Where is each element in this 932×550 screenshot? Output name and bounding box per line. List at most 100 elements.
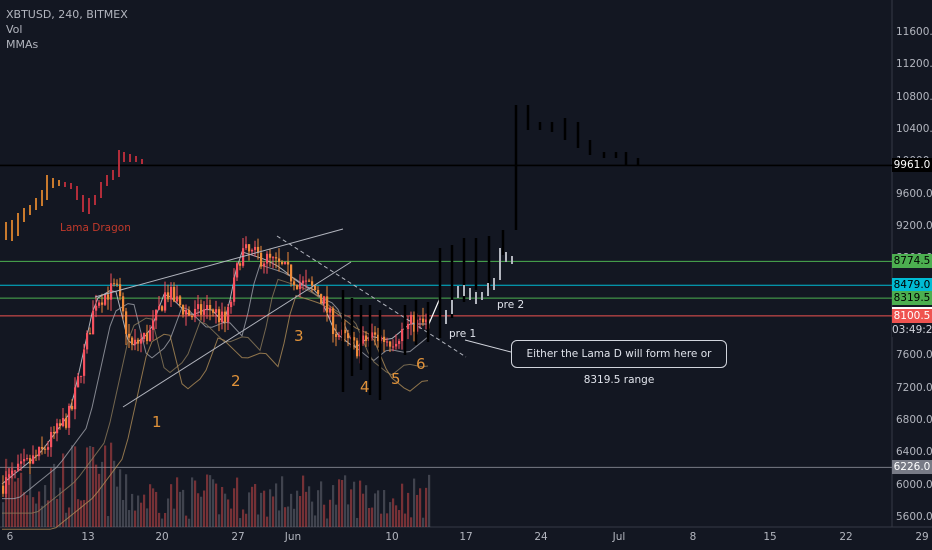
volume-bar bbox=[41, 505, 44, 527]
candle-body bbox=[218, 309, 221, 323]
volume-bar bbox=[35, 503, 38, 527]
candle-body bbox=[26, 458, 29, 460]
volume-bar bbox=[161, 518, 164, 527]
candle-body bbox=[269, 253, 272, 258]
candle-body bbox=[275, 257, 278, 259]
volume-bar bbox=[338, 479, 341, 527]
volume-bar bbox=[155, 491, 158, 527]
candle-body bbox=[53, 431, 56, 434]
volume-bar bbox=[17, 477, 20, 527]
volume-bar bbox=[347, 504, 350, 527]
callout-note[interactable]: Either the Lama D will form here or 8319… bbox=[511, 340, 727, 386]
volume-bar bbox=[332, 485, 335, 527]
candle-body bbox=[308, 280, 311, 282]
candle-body bbox=[422, 318, 425, 323]
volume-bar bbox=[353, 481, 356, 527]
candle-body bbox=[344, 329, 347, 334]
candle-body bbox=[260, 252, 263, 267]
volume-bar bbox=[26, 495, 29, 527]
volume-bar bbox=[320, 481, 323, 527]
candle-body bbox=[305, 280, 308, 282]
candle-body bbox=[14, 470, 17, 472]
volume-bar bbox=[143, 494, 146, 527]
volume-bar bbox=[269, 489, 272, 527]
volume-bar bbox=[131, 493, 134, 527]
volume-bar bbox=[86, 447, 89, 527]
candle-body bbox=[152, 320, 155, 330]
volume-bar bbox=[305, 491, 308, 527]
candle-body bbox=[263, 263, 266, 267]
volume-bar bbox=[197, 493, 200, 527]
volume-bar bbox=[32, 497, 35, 527]
volume-bar bbox=[227, 499, 230, 527]
volume-bar bbox=[185, 515, 188, 527]
volume-bar bbox=[380, 513, 383, 527]
volume-bar bbox=[14, 481, 17, 527]
candle-body bbox=[194, 308, 197, 318]
candle-body bbox=[173, 286, 176, 302]
y-tick-label: 10800.0 bbox=[896, 90, 932, 103]
volume-bar bbox=[182, 489, 185, 527]
candle-body bbox=[179, 296, 182, 306]
candle-body bbox=[158, 306, 161, 310]
candle-body bbox=[137, 339, 140, 344]
volume-bar bbox=[95, 464, 98, 527]
candle-body bbox=[146, 332, 149, 342]
x-tick-label: 8 bbox=[689, 531, 697, 543]
volume-bar bbox=[329, 499, 332, 527]
x-tick-label: 17 bbox=[459, 531, 473, 543]
candle-body bbox=[164, 292, 167, 311]
candle-body bbox=[365, 335, 368, 341]
candle-body bbox=[122, 296, 125, 312]
candle-body bbox=[299, 283, 302, 289]
candle-body bbox=[131, 337, 134, 345]
moving-average-line bbox=[2, 278, 429, 514]
volume-bar bbox=[11, 462, 14, 527]
candle-body bbox=[311, 281, 314, 286]
volume-bar bbox=[221, 486, 224, 527]
x-tick-label: 15 bbox=[763, 531, 777, 543]
candle-body bbox=[20, 461, 23, 464]
candle-body bbox=[296, 284, 299, 289]
volume-bar bbox=[275, 483, 278, 527]
candle-body bbox=[11, 470, 14, 475]
volume-bar bbox=[248, 492, 251, 527]
candle-body bbox=[125, 311, 128, 334]
volume-bar bbox=[236, 477, 239, 527]
volume-bar bbox=[335, 504, 338, 527]
moving-average-line bbox=[1, 251, 428, 485]
volume-bar bbox=[113, 460, 116, 527]
candle-body bbox=[371, 332, 374, 338]
volume-bar bbox=[251, 486, 254, 527]
volume-bar bbox=[188, 518, 191, 527]
candle-body bbox=[23, 459, 26, 462]
candle-body bbox=[410, 314, 413, 325]
candle-body bbox=[95, 305, 98, 311]
x-tick-label: 13 bbox=[81, 531, 95, 543]
volume-bar bbox=[8, 468, 11, 527]
candle-body bbox=[332, 308, 335, 335]
descending-dashed-line bbox=[276, 235, 467, 358]
y-tick-label: 6000.0 bbox=[896, 478, 932, 491]
vol-indicator-label[interactable]: Vol bbox=[6, 23, 23, 36]
volume-bar bbox=[218, 514, 221, 527]
candle-body bbox=[29, 458, 32, 464]
volume-bar bbox=[260, 492, 263, 527]
candle-body bbox=[314, 285, 317, 290]
candle-body bbox=[347, 333, 350, 339]
volume-bar bbox=[344, 475, 347, 527]
volume-bar bbox=[257, 514, 260, 527]
candle-body bbox=[320, 294, 323, 304]
volume-bar bbox=[425, 487, 428, 527]
volume-bar bbox=[245, 513, 248, 527]
volume-bar bbox=[272, 496, 275, 527]
mmas-indicator-label[interactable]: MMAs bbox=[6, 38, 39, 51]
volume-bar bbox=[200, 496, 203, 527]
volume-bar bbox=[56, 498, 59, 527]
x-tick-label: 27 bbox=[231, 531, 245, 543]
volume-bar bbox=[146, 508, 149, 527]
volume-bar bbox=[206, 474, 209, 527]
y-tick-label: 7600.0 bbox=[896, 349, 932, 362]
